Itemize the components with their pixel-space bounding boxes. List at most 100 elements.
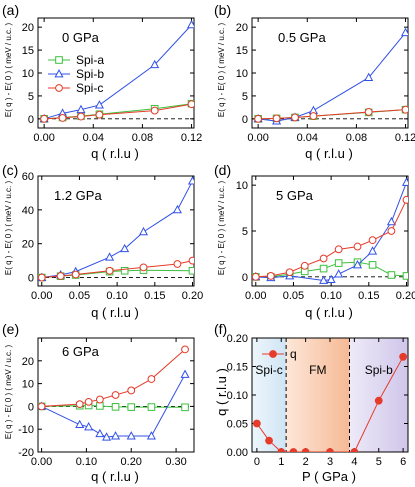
series-spi-c-point (309, 112, 318, 120)
x-tick-label: 0.08 (346, 132, 367, 144)
series-spi-b-point (368, 246, 378, 255)
x-tick-label: 6 (400, 456, 406, 468)
legend-marker (55, 84, 63, 92)
series-q-line (256, 356, 404, 452)
y-tick-label: 15 (236, 45, 248, 57)
y-tick-label: 15 (22, 45, 34, 57)
legend-label: Spi-c (76, 81, 103, 95)
series-spi-a-line (255, 261, 407, 278)
series-spi-b-point (95, 428, 105, 438)
series-spi-b-point (180, 369, 190, 378)
x-tick-label: 2 (303, 456, 309, 468)
series-spi-c-point (319, 254, 328, 263)
y-tick-label: 10 (236, 180, 248, 192)
y-tick-label: 10 (22, 68, 34, 80)
series-spi-a-point (120, 266, 129, 275)
series-spi-c-point (187, 100, 194, 109)
legend-entry: q (262, 347, 297, 361)
series-spi-b-point (386, 216, 396, 226)
y-tick-label: 0 (242, 114, 248, 126)
x-axis-title-d: q ( r.l.u ) (305, 305, 353, 320)
series-spi-c-point (40, 114, 49, 123)
y-tick-label: 5 (242, 226, 248, 238)
series-spi-c-point (334, 245, 343, 254)
x-tick-label: 0.04 (297, 132, 318, 144)
series-spi-c-point (252, 272, 260, 281)
series-spi-b-point (105, 252, 115, 261)
y-tick-label: 0.10 (227, 390, 248, 402)
y-tick-label: 10 (22, 379, 34, 391)
series-spi-c-point (95, 395, 104, 404)
series-spi-b-point (401, 177, 408, 186)
series-q-point (374, 396, 383, 405)
series-spi-c-point (111, 391, 120, 399)
x-axis-title-f: P ( GPa ) (302, 469, 356, 484)
series-spi-b-point (352, 259, 363, 269)
series-spi-b-point (111, 431, 121, 440)
series-q-point (252, 419, 261, 428)
series-spi-b-point (76, 104, 86, 114)
y-axis-title-d: E( q ) - E( 0 ) ( meV / u.c. ) (217, 181, 226, 276)
series-spi-b-point (364, 72, 374, 81)
x-axis-title-b: q ( r.l.u ) (305, 146, 353, 161)
panel-c: 0.00 0.05 0.10 0.15 0.20 0 20 40 60 (22, 171, 203, 302)
series-spi-b-point (120, 243, 130, 253)
series-spi-a-point (368, 261, 377, 269)
plot-layer: 0.00 0.04 0.08 0.1205101520Spi-aSpi-bSpi-c0… (18, 17, 415, 468)
series-spi-c-point (401, 105, 408, 114)
legend-label: Spi-b (76, 67, 104, 81)
panel-label-f: (f) (214, 321, 227, 337)
series-q (252, 352, 408, 452)
series-spi-b-point (84, 421, 94, 431)
series-spi-a-point (319, 264, 328, 273)
x-tick-label: 0.10 (106, 290, 127, 302)
pressure-annotation-a: 0 GPa (62, 30, 100, 45)
series-spi-c-point (402, 195, 408, 204)
x-tick-label: 0.08 (132, 132, 153, 144)
series-spi-a-point (181, 403, 189, 412)
series-spi-c-point (71, 270, 80, 279)
series-spi-c-point (38, 402, 46, 411)
series-spi-c (254, 105, 408, 123)
series-spi-c-point (353, 242, 362, 251)
x-tick-label: 0 (254, 456, 260, 468)
x-tick-label: 0.05 (69, 290, 90, 302)
pressure-annotation-c: 1.2 GPa (54, 188, 102, 203)
series-q-point (289, 448, 298, 452)
series-spi-b-point (319, 275, 329, 284)
series-spi-b-point (187, 19, 194, 29)
series-q-point (399, 352, 408, 361)
series-spi-c-point (38, 273, 46, 282)
series-spi-c-point (84, 397, 93, 406)
phase-region-spi-c (252, 338, 287, 452)
series-spi-a-point (188, 266, 194, 275)
x-tick-label: 3 (327, 456, 333, 468)
series-spi-c-point (291, 113, 299, 122)
phase-label: Spi-c (255, 363, 282, 377)
x-tick-label: 0.30 (165, 456, 186, 468)
panel-d: 0.00 0.05 0.10 0.15 0.20 0 5 10 (236, 175, 415, 302)
y-tick-label: 20 (22, 239, 34, 251)
y-tick-label: 0.15 (227, 362, 248, 374)
legend-entry: Spi-a (48, 53, 104, 67)
x-tick-label: 0.12 (395, 132, 415, 144)
series-spi-c-line (255, 199, 407, 278)
y-tick-label: 0 (28, 114, 34, 126)
y-tick-label: 5 (242, 91, 248, 103)
series-spi-c-point (181, 345, 189, 354)
series-spi-c-point (139, 263, 148, 272)
series-q-point (301, 448, 310, 452)
y-tick-label: 5 (28, 91, 34, 103)
y-tick-label: 60 (22, 171, 34, 183)
legend-marker (55, 56, 63, 64)
series-spi-c-point (254, 114, 263, 123)
series-q-point (350, 448, 359, 452)
series-q-point (277, 448, 286, 452)
pressure-annotation-b: 0.5 GPa (278, 30, 326, 45)
series-spi-c-point (188, 256, 194, 265)
x-tick-label: 0.04 (83, 132, 104, 144)
y-tick-label: 0 (28, 273, 34, 285)
x-tick-label: 0.00 (31, 456, 52, 468)
series-q-point (326, 448, 334, 452)
